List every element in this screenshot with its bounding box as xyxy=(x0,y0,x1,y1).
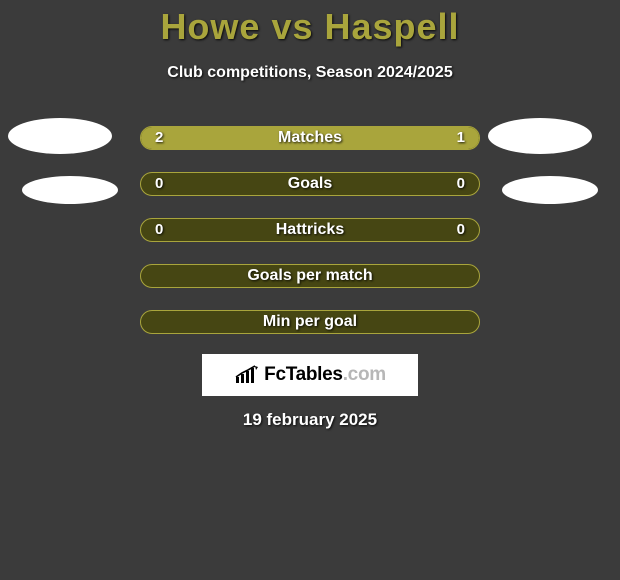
stat-row: Goals0 0 xyxy=(140,172,480,196)
stat-label: Matches xyxy=(141,126,479,150)
date-line: 19 february 2025 xyxy=(0,410,620,430)
stat-label: Hattricks xyxy=(141,218,479,242)
comparison-card: Howe vs Haspell Club competitions, Seaso… xyxy=(0,0,620,580)
stat-label: Goals per match xyxy=(141,264,479,288)
stat-value-left: 0 xyxy=(155,218,163,242)
brand-text: FcTables.com xyxy=(264,364,386,386)
stat-label: Goals xyxy=(141,172,479,196)
stat-value-left: 0 xyxy=(155,172,163,196)
brand-text-main: FcTables xyxy=(264,364,343,385)
stat-value-right: 0 xyxy=(457,218,465,242)
stat-row: Hattricks0 0 xyxy=(140,218,480,242)
brand-text-suffix: .com xyxy=(343,364,386,385)
stat-label: Min per goal xyxy=(141,310,479,334)
stat-value-right: 1 xyxy=(457,126,465,150)
stat-row: Matches2 1 xyxy=(140,126,480,150)
barchart-icon xyxy=(234,365,260,385)
stat-row: Goals per match xyxy=(140,264,480,288)
stat-row: Min per goal xyxy=(140,310,480,334)
player-token xyxy=(488,118,592,154)
subtitle: Club competitions, Season 2024/2025 xyxy=(0,64,620,82)
brand-badge: FcTables.com xyxy=(202,354,418,396)
player-token xyxy=(8,118,112,154)
stat-value-right: 0 xyxy=(457,172,465,196)
stat-value-left: 2 xyxy=(155,126,163,150)
player-token xyxy=(22,176,118,204)
title: Howe vs Haspell xyxy=(0,6,620,48)
player-token xyxy=(502,176,598,204)
